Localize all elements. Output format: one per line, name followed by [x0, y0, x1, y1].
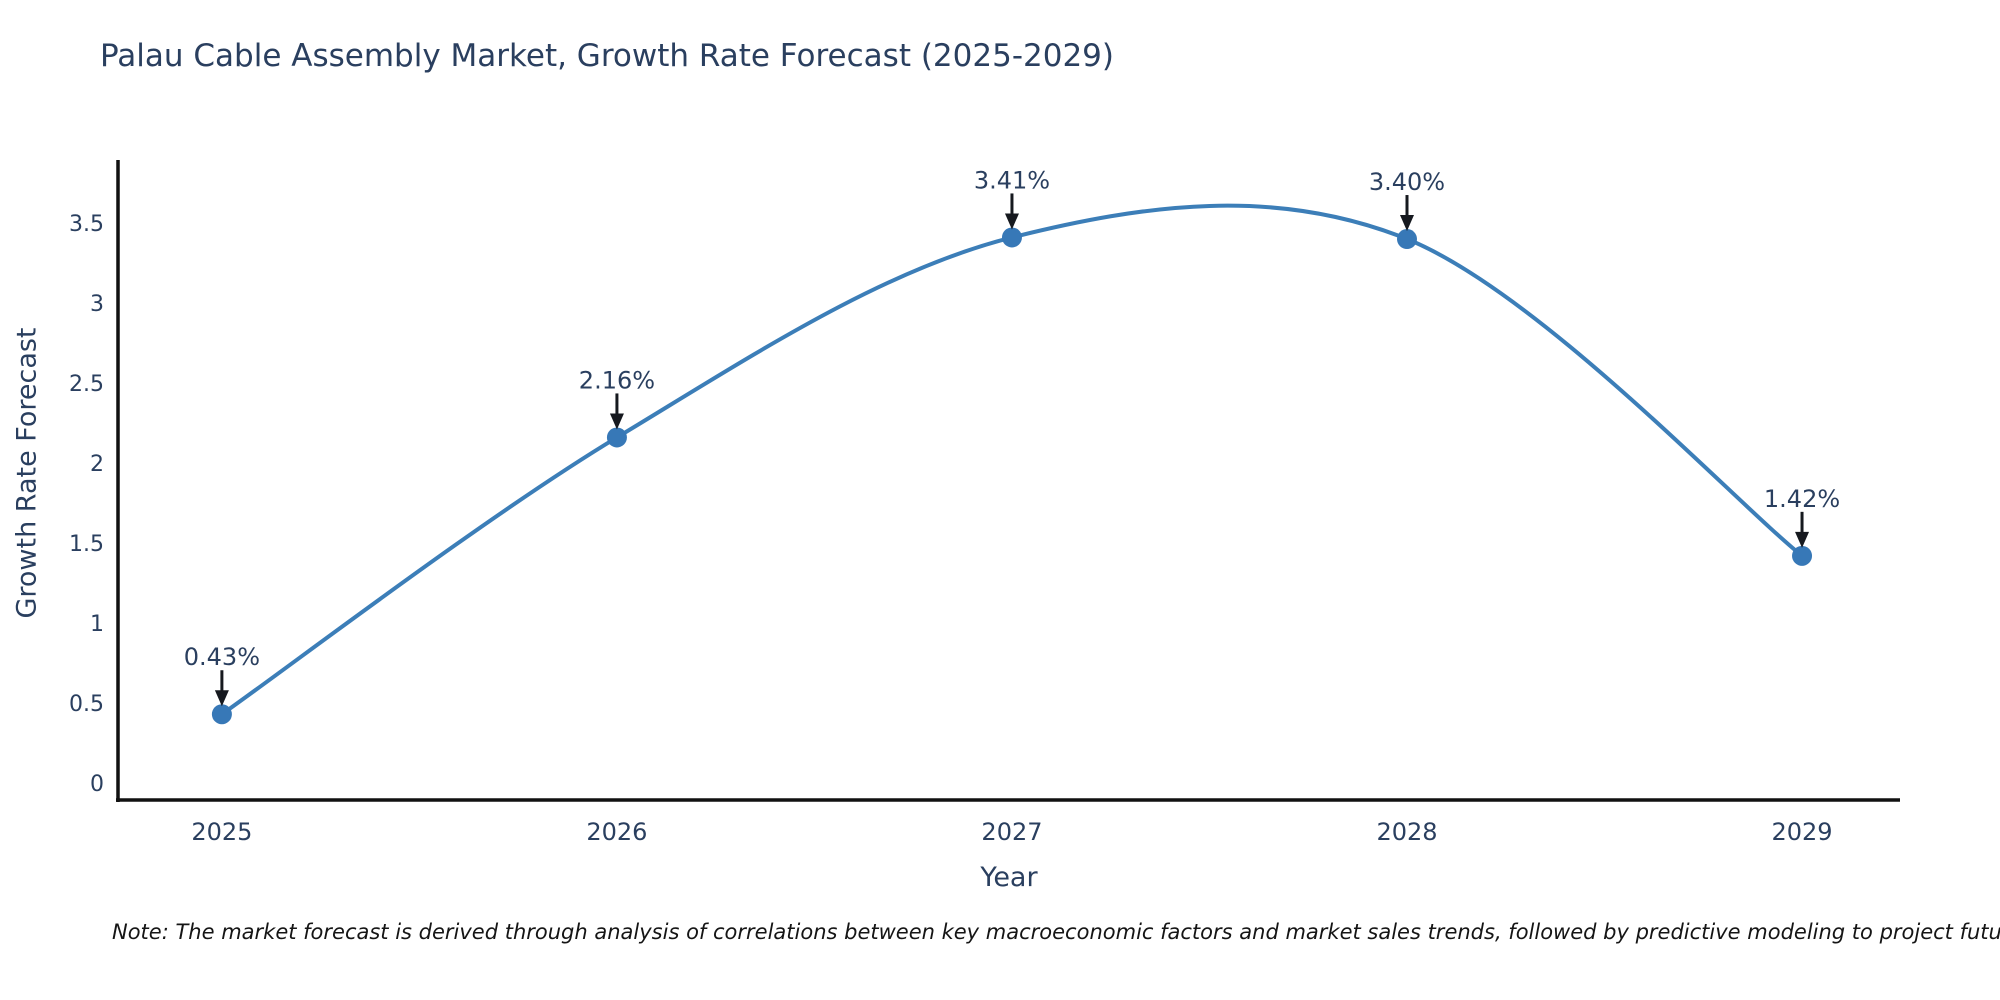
y-tick-label: 1.5 — [69, 532, 104, 557]
y-tick-label: 0.5 — [69, 692, 104, 717]
y-tick-label: 2 — [90, 452, 104, 477]
data-label: 0.43% — [184, 643, 260, 671]
x-tick-label: 2025 — [191, 818, 252, 846]
y-tick-label: 3.5 — [69, 212, 104, 237]
x-tick-label: 2026 — [586, 818, 647, 846]
data-point-2026[interactable] — [606, 427, 627, 448]
x-axis-title: Year — [980, 862, 1038, 893]
annotation-arrowhead — [609, 413, 624, 430]
y-tick-label: 0 — [90, 772, 104, 797]
y-tick-label: 3 — [90, 292, 104, 317]
footnote: Note: The market forecast is derived thr… — [112, 920, 2000, 944]
data-point-2027[interactable] — [1001, 227, 1022, 248]
annotation-arrowhead — [1004, 213, 1019, 230]
data-label: 1.42% — [1764, 485, 1840, 513]
data-point-2028[interactable] — [1396, 229, 1417, 250]
x-tick-label: 2027 — [981, 818, 1042, 846]
annotation-arrowhead — [214, 690, 229, 707]
x-tick-label: 2029 — [1771, 818, 1832, 846]
data-point-2025[interactable] — [211, 704, 232, 725]
line-series — [219, 203, 1805, 717]
annotation-arrowhead — [1795, 531, 1810, 548]
data-label: 3.41% — [974, 166, 1050, 194]
y-axis-title: Growth Rate Forecast — [11, 327, 43, 619]
y-tick-label: 1 — [90, 612, 104, 637]
y-tick-label: 2.5 — [69, 372, 104, 397]
chart-title: Palau Cable Assembly Market, Growth Rate… — [100, 38, 1114, 74]
data-point-2029[interactable] — [1792, 545, 1813, 566]
data-label: 3.40% — [1369, 168, 1445, 196]
annotation-arrowhead — [1399, 215, 1414, 232]
data-label: 2.16% — [579, 366, 655, 394]
x-tick-label: 2028 — [1376, 818, 1437, 846]
